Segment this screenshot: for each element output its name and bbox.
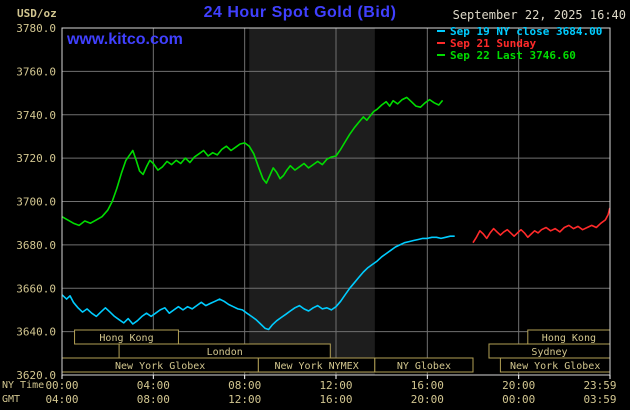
legend: Sep 19 NY close 3684.00 Sep 21 Sunday Se… <box>437 24 603 62</box>
series-line-sep19 <box>61 235 455 331</box>
x-tick-label-ny: 20:00 <box>502 379 535 392</box>
y-tick-label: 3720.0 <box>16 152 56 165</box>
y-tick-label: 3700.0 <box>16 196 56 209</box>
legend-item-sep22: Sep 22 Last 3746.60 <box>437 48 602 62</box>
legend-dash-red-icon <box>437 42 445 44</box>
series-line-sep21 <box>472 207 611 244</box>
legend-label-sep22: Sep 22 Last 3746.60 <box>450 48 576 62</box>
y-tick-label: 3620.0 <box>16 369 56 382</box>
legend-item-sep21: Sep 21 Sunday <box>437 36 602 50</box>
chart-title: 24 Hour Spot Gold (Bid) <box>203 4 397 21</box>
kitco-link[interactable]: www.kitco.com <box>67 31 183 48</box>
legend-label-sep19: Sep 19 NY close 3684.00 <box>450 24 603 38</box>
x-tick-label-ny: 04:00 <box>137 379 170 392</box>
session-label: Hong Kong <box>99 333 153 344</box>
x-tick-label-gmt: 16:00 <box>319 393 352 406</box>
y-tick-label: 3740.0 <box>16 109 56 122</box>
x-axis-caption-ny: NY Time <box>2 380 44 391</box>
legend-item-sep19: Sep 19 NY close 3684.00 <box>437 24 603 38</box>
session-label: Sydney <box>531 347 567 358</box>
x-tick-label-gmt: 08:00 <box>137 393 170 406</box>
x-tick-label-gmt: 00:00 <box>502 393 535 406</box>
y-tick-label: 3680.0 <box>16 239 56 252</box>
legend-dash-cyan-icon <box>437 30 445 32</box>
session-label: NY Globex <box>397 361 451 372</box>
series-line-sep22 <box>61 96 444 227</box>
y-axis-unit-label: USD/oz <box>17 7 57 20</box>
session-label: New York NYMEX <box>274 361 358 372</box>
x-tick-label-gmt: 04:00 <box>45 393 78 406</box>
session-label: New York Globex <box>510 361 600 372</box>
x-axis-caption-gmt: GMT <box>2 394 20 405</box>
x-tick-label-gmt: 20:00 <box>411 393 444 406</box>
x-tick-label-ny: 08:00 <box>228 379 261 392</box>
x-tick-label-ny: 16:00 <box>411 379 444 392</box>
x-tick-label-ny: 12:00 <box>319 379 352 392</box>
session-box <box>374 357 474 373</box>
y-tick-label: 3780.0 <box>16 22 56 35</box>
x-tick-label-ny: 00:00 <box>45 379 78 392</box>
x-tick-label-ny: 23:59 <box>583 379 616 392</box>
session-label: New York Globex <box>115 361 205 372</box>
session-label: Hong Kong <box>542 333 596 344</box>
legend-label-sep21: Sep 21 Sunday <box>450 36 537 50</box>
y-tick-label: 3660.0 <box>16 282 56 295</box>
y-tick-label: 3640.0 <box>16 326 56 339</box>
y-tick-label: 3760.0 <box>16 65 56 78</box>
x-tick-label-gmt: 12:00 <box>228 393 261 406</box>
session-label: London <box>207 347 243 358</box>
x-tick-label-gmt: 03:59 <box>583 393 616 406</box>
legend-dash-green-icon <box>437 54 445 56</box>
report-datetime: September 22, 2025 16:40 <box>452 8 626 22</box>
